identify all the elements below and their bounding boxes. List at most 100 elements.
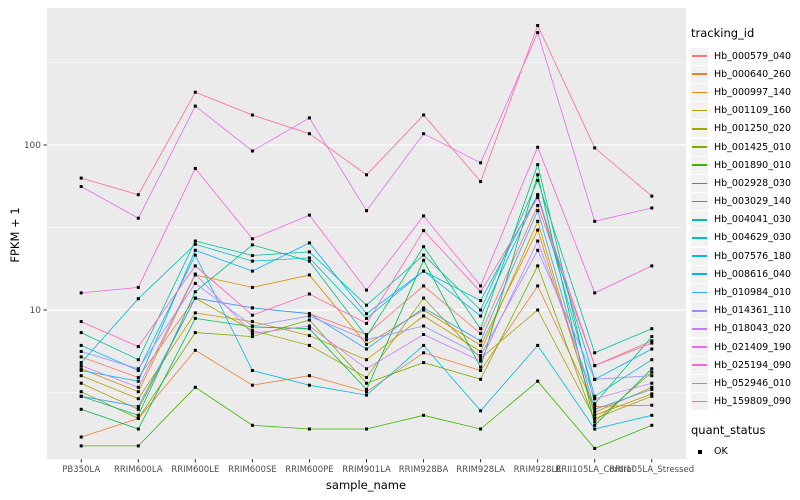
data-point <box>422 253 426 257</box>
data-point <box>422 324 426 328</box>
legend-key-line-icon <box>691 65 708 83</box>
data-point <box>193 348 197 352</box>
legend-key-line-icon <box>691 211 708 229</box>
legend-key-line-icon <box>691 247 708 265</box>
data-point <box>136 417 140 420</box>
legend-label: Hb_001425_010 <box>714 141 792 153</box>
legend-key-line-icon <box>691 47 708 65</box>
data-point <box>79 407 83 411</box>
data-point <box>650 370 654 374</box>
data-point <box>422 132 426 136</box>
legend-entry-quant-ok: OK <box>691 443 799 461</box>
data-point <box>250 324 254 328</box>
data-point <box>365 316 368 320</box>
y-tick-label: 100 <box>24 141 41 151</box>
data-point <box>536 145 540 149</box>
data-point <box>593 364 597 368</box>
data-point <box>136 444 140 448</box>
data-point <box>593 397 597 401</box>
axis-ticks <box>43 144 653 463</box>
data-point <box>365 347 368 351</box>
legend-label: Hb_004629_030 <box>714 232 792 244</box>
data-point <box>479 369 483 372</box>
data-point <box>650 335 654 339</box>
data-point <box>193 316 197 320</box>
legend-key-line-icon <box>691 156 708 174</box>
legend-label: Hb_052946_010 <box>714 377 792 389</box>
data-point <box>650 341 654 345</box>
data-point <box>479 332 483 335</box>
data-point <box>136 216 140 220</box>
data-point <box>365 367 368 371</box>
data-point <box>79 185 83 188</box>
legend-key-line-icon <box>691 120 708 138</box>
legend-entry-Hb_159809_090: Hb_159809_090 <box>691 393 799 411</box>
data-point <box>136 358 140 362</box>
data-point <box>307 427 311 431</box>
data-point <box>536 284 540 288</box>
data-point <box>307 241 311 245</box>
data-point <box>365 333 368 336</box>
data-point <box>307 383 311 387</box>
legend-entry-Hb_018043_020: Hb_018043_020 <box>691 320 799 338</box>
data-point <box>136 193 140 197</box>
legend-label: Hb_001890_010 <box>714 159 792 171</box>
data-point <box>136 345 140 349</box>
data-point <box>422 229 426 233</box>
data-point <box>307 256 311 260</box>
legend: tracking_id Hb_000579_040 Hb_000640_260 Hb… <box>691 26 799 461</box>
data-point <box>365 335 368 339</box>
data-point <box>307 334 311 338</box>
data-point <box>79 364 83 368</box>
data-point <box>250 335 254 339</box>
data-point <box>79 320 83 324</box>
data-point <box>250 237 254 241</box>
data-point <box>422 258 426 262</box>
data-point <box>593 417 597 420</box>
data-point <box>479 290 483 294</box>
data-point <box>593 405 597 408</box>
data-point <box>479 284 483 288</box>
data-point <box>365 209 368 213</box>
legend-entry-Hb_010984_010: Hb_010984_010 <box>691 283 799 302</box>
data-point <box>136 379 140 383</box>
data-point <box>422 343 426 347</box>
legend-entry-Hb_001890_010: Hb_001890_010 <box>691 156 799 174</box>
data-point <box>136 376 140 379</box>
legend-entry-Hb_000579_040: Hb_000579_040 <box>691 47 799 65</box>
data-point <box>479 180 483 184</box>
data-point <box>536 308 540 312</box>
data-point <box>479 350 483 353</box>
legend-key-line-icon <box>691 102 708 120</box>
data-point <box>650 403 654 407</box>
data-point <box>79 374 83 378</box>
legend-key-line-icon <box>691 393 708 411</box>
y-axis-title: FPKM + 1 <box>8 207 22 263</box>
data-point <box>79 331 83 335</box>
data-point <box>650 358 654 362</box>
legend-label: Hb_014361_110 <box>714 305 792 317</box>
data-point <box>365 342 368 346</box>
data-point <box>365 376 368 379</box>
data-point <box>650 387 654 391</box>
data-point <box>650 264 654 268</box>
data-point <box>536 204 540 207</box>
legend-entry-Hb_021409_190: Hb_021409_190 <box>691 338 799 356</box>
data-point <box>479 427 483 431</box>
x-tick-label: RRII105LA_Control <box>555 465 634 475</box>
data-point <box>536 239 540 243</box>
data-point <box>650 339 654 343</box>
data-point <box>79 343 83 347</box>
data-point <box>79 361 83 365</box>
data-point <box>250 313 254 317</box>
data-point <box>136 369 140 372</box>
data-point <box>650 374 654 378</box>
legend-entry-Hb_001109_160: Hb_001109_160 <box>691 102 799 120</box>
data-point <box>593 351 597 355</box>
legend-label: Hb_159809_090 <box>714 396 792 408</box>
legend-key-line-icon <box>691 83 708 101</box>
data-point <box>250 423 254 427</box>
data-point <box>479 314 483 318</box>
data-point <box>650 394 654 398</box>
